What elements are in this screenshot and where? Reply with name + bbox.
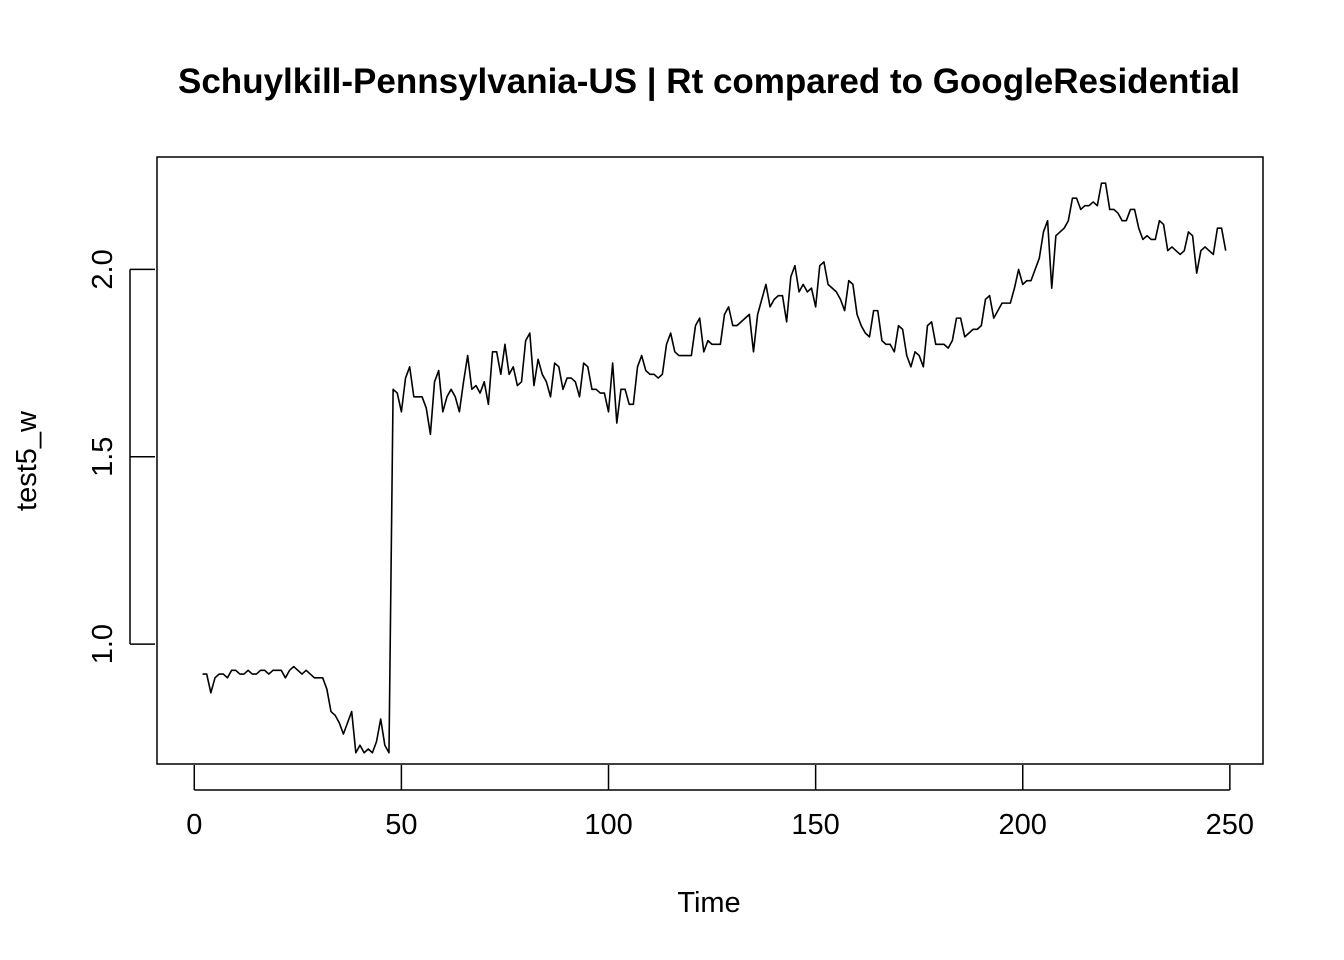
chart-title: Schuylkill-Pennsylvania-US | Rt compared… [178,62,1240,101]
x-tick-label: 100 [584,809,632,841]
y-tick-label: 1.0 [87,624,119,664]
series-line-1 [202,182,1227,754]
x-tick-label: 150 [791,809,839,841]
x-tick-label: 200 [999,809,1047,841]
x-tick-label: 250 [1206,809,1254,841]
x-tick-label: 0 [186,809,202,841]
plot-frame [156,156,1264,765]
plot-area [202,182,1227,754]
x-axis-label: Time [677,887,740,919]
y-axis-label: test5_w [11,410,43,511]
y-axis: 1.0 1.5 2.0 [87,249,155,664]
y-tick-label: 2.0 [87,249,119,289]
x-tick-label: 50 [385,809,417,841]
x-axis: 0 50 100 150 200 250 [186,765,1254,841]
y-tick-label: 1.5 [87,437,119,477]
